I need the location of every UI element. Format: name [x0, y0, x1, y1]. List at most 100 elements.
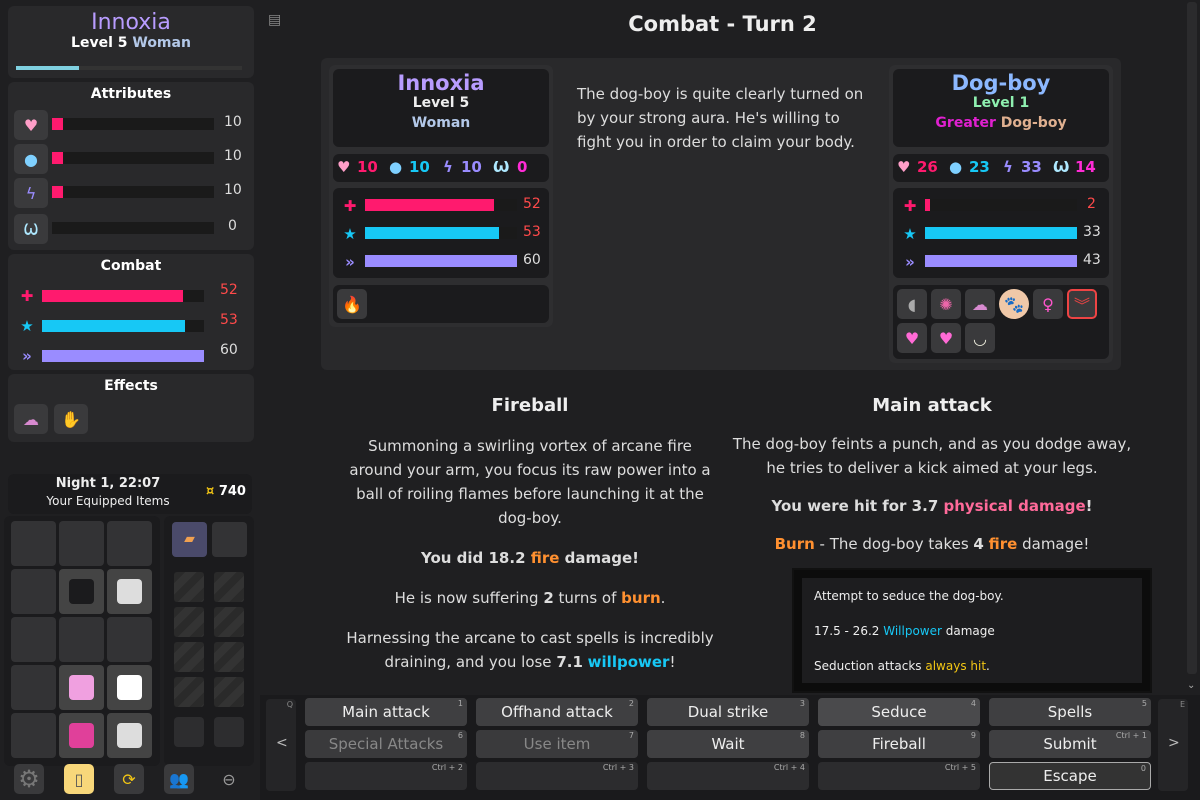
- leggings-item[interactable]: [59, 665, 104, 710]
- scrollbar[interactable]: ⌄: [1185, 0, 1199, 695]
- health-bar: [42, 290, 204, 302]
- hotkey-hint: 6: [457, 731, 463, 740]
- main-attack-button[interactable]: Main attack 1: [305, 698, 467, 726]
- empty-clothing-slot[interactable]: [107, 521, 152, 566]
- attribute-bar-arcane: [52, 222, 214, 234]
- empty-clothing-slot[interactable]: [59, 617, 104, 662]
- empty-clothing-slot[interactable]: [11, 569, 56, 614]
- tooltip-hit-word: always hit: [925, 659, 987, 673]
- seduce-button[interactable]: Seduce 4: [818, 698, 980, 726]
- scroll-down-icon[interactable]: ⌄: [1187, 680, 1196, 691]
- combat-intro-text: The dog-boy is quite clearly turned on b…: [577, 85, 864, 151]
- weapon-slot[interactable]: ▰: [172, 522, 207, 557]
- submit-button[interactable]: Submit Ctrl + 1: [989, 730, 1151, 758]
- action-label: Main attack: [342, 703, 430, 721]
- previous-page-button[interactable]: Q <: [266, 699, 296, 791]
- damage-text-end: damage!: [559, 549, 640, 567]
- arcane-cloud-icon[interactable]: ☁: [14, 404, 48, 434]
- burn-turns: 2: [543, 589, 554, 607]
- action-label: Use item: [523, 735, 591, 753]
- coin-icon: ¤: [206, 484, 215, 499]
- panties-item[interactable]: [107, 665, 152, 710]
- zoom-out-icon[interactable]: ⊖: [222, 769, 236, 789]
- empty-clothing-slot[interactable]: [11, 521, 56, 566]
- burn-word: Burn: [774, 535, 815, 553]
- phone-icon[interactable]: ▯: [64, 764, 94, 794]
- hotkey-hint: 9: [970, 731, 976, 740]
- tooltip-hit-text: Seduction attacks: [814, 659, 926, 673]
- empty-clothing-slot[interactable]: [11, 713, 56, 758]
- wings-icon: Ѡ: [14, 214, 48, 244]
- burn-text: He is now suffering: [394, 589, 544, 607]
- hotkey-hint: Ctrl + 2: [431, 763, 463, 772]
- hotkey-hint: 4: [970, 699, 976, 708]
- hearts-icon[interactable]: ♥: [931, 323, 961, 353]
- enemy-action-column: Main attack The dog-boy feints a punch, …: [722, 394, 1142, 556]
- locked-slot: [214, 572, 244, 602]
- hotkey-hint: 8: [799, 731, 805, 740]
- player-gender: Woman: [132, 35, 191, 51]
- player-header: Innoxia Level 5 Woman: [8, 6, 254, 78]
- burning-icon[interactable]: 🔥: [337, 289, 367, 319]
- empty-clothing-slot[interactable]: [11, 617, 56, 662]
- notes-icon[interactable]: ▤: [268, 12, 282, 28]
- mana-bar: [925, 227, 1077, 239]
- fangs-icon[interactable]: ◡: [965, 323, 995, 353]
- hoodie-item[interactable]: [59, 569, 104, 614]
- effects-panel: Effects ☁ ✋: [8, 374, 254, 442]
- vagina-slot[interactable]: [214, 717, 244, 747]
- cycle-icon[interactable]: ⟳: [114, 764, 144, 794]
- player-card-header: Innoxia Level 5 Woman: [333, 69, 549, 147]
- seduce-tooltip: Attempt to seduce the dog-boy. 17.5 - 26…: [792, 568, 1152, 693]
- health-value: 52: [220, 282, 238, 298]
- locked-slot: [174, 572, 204, 602]
- player-card-bars: ✚ 52 ★ 53 » 60: [333, 188, 549, 278]
- special-attacks-button[interactable]: Special Attacks 6: [305, 730, 467, 758]
- hotkey-hint: 2: [628, 699, 634, 708]
- penis-slot[interactable]: [174, 717, 204, 747]
- fireball-button[interactable]: Fireball 9: [818, 730, 980, 758]
- sports-bra-item[interactable]: [107, 569, 152, 614]
- wings-icon: Ѡ: [1053, 158, 1070, 176]
- lightning-icon: ϟ: [443, 158, 453, 176]
- tooltip-damage: 17.5 - 26.2 Willpower damage: [814, 622, 1130, 640]
- hotkey-hint: 5: [1141, 699, 1147, 708]
- gear-icon[interactable]: ⚙: [14, 764, 44, 794]
- mana-value: 33: [1083, 224, 1101, 240]
- player-name: Innoxia: [91, 10, 171, 35]
- hand-icon[interactable]: ✋: [54, 404, 88, 434]
- equipped-items-label: Your Equipped Items: [46, 494, 170, 508]
- people-icon[interactable]: 👥: [164, 764, 194, 794]
- paw-icon[interactable]: 🐾: [999, 289, 1029, 319]
- hearts-icon[interactable]: ♥: [897, 323, 927, 353]
- empty-clothing-slot[interactable]: [11, 665, 56, 710]
- health-icon: ✚: [903, 197, 917, 215]
- escape-button[interactable]: Escape 0: [989, 762, 1151, 790]
- use-item-button[interactable]: Use item 7: [476, 730, 638, 758]
- wait-button[interactable]: Wait 8: [647, 730, 809, 758]
- enemy-prefix: Greater: [935, 115, 996, 131]
- scrollbar-thumb[interactable]: [1187, 2, 1197, 674]
- fetish-icon[interactable]: ✺: [931, 289, 961, 319]
- spells-button[interactable]: Spells 5: [989, 698, 1151, 726]
- offhand-slot[interactable]: [212, 522, 247, 557]
- empty-clothing-slot[interactable]: [59, 521, 104, 566]
- female-symbol-icon[interactable]: ♀: [1033, 289, 1063, 319]
- dual-strike-button[interactable]: Dual strike 3: [647, 698, 809, 726]
- tooltip-damage-end: damage: [941, 624, 995, 638]
- tooltip-damage-range: 17.5 - 26.2: [814, 624, 884, 638]
- offhand-attack-button[interactable]: Offhand attack 2: [476, 698, 638, 726]
- empty-clothing-slot[interactable]: [107, 617, 152, 662]
- action-label: Seduce: [871, 703, 927, 721]
- arcane-cloud-icon[interactable]: ☁: [965, 289, 995, 319]
- socks-item[interactable]: [107, 713, 152, 758]
- health-icon: ✚: [20, 287, 34, 305]
- next-page-button[interactable]: E >: [1158, 699, 1188, 791]
- fetish-icon[interactable]: ◖: [897, 289, 927, 319]
- trainers-item[interactable]: [59, 713, 104, 758]
- burn-text-end: .: [660, 589, 666, 607]
- attribute-bar-physique: [52, 118, 214, 130]
- stat-arcane: 0: [517, 158, 528, 176]
- rank-chevrons-icon[interactable]: ︾: [1067, 289, 1097, 319]
- lightning-icon: ϟ: [14, 178, 48, 208]
